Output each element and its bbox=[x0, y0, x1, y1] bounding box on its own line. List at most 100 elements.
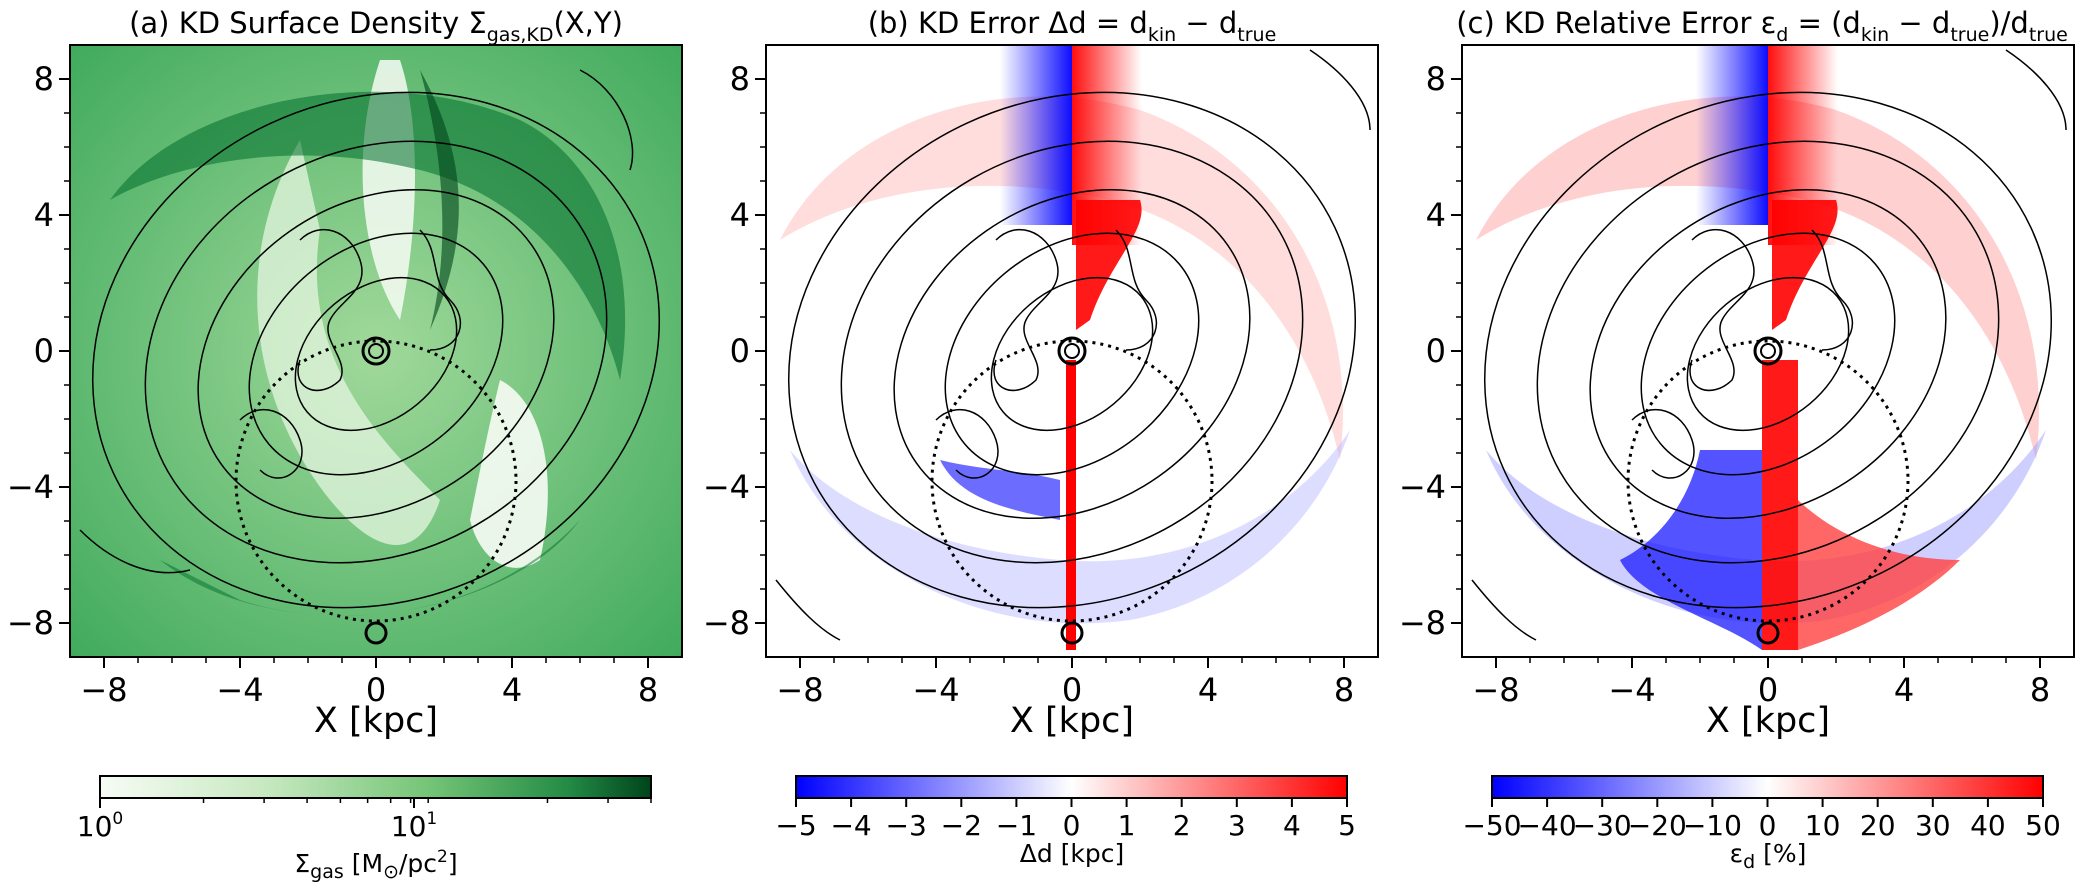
panel-c-gc-marker bbox=[1753, 336, 1783, 366]
colorbar-tick-label: −1 bbox=[996, 809, 1037, 842]
colorbar-tick-label: 0 bbox=[1063, 809, 1081, 842]
panel-a: −8 −4 0 4 8 8 4 0 −4 −8 (a) KD Surface Density Σ… bbox=[7, 6, 683, 883]
panel-b-xlabel: X [kpc] bbox=[1010, 701, 1134, 741]
panel-b-x-ticks: −8 −4 0 4 8 bbox=[776, 657, 1354, 709]
panel-a-x-ticks: −8 −4 0 4 8 bbox=[80, 657, 658, 709]
panel-b-contours bbox=[775, 49, 1371, 641]
colorbar-tick-label: 0 bbox=[1759, 809, 1777, 842]
x-tick-label: 0 bbox=[1758, 671, 1778, 709]
y-tick-label: 4 bbox=[730, 196, 750, 234]
panel-b-blue-strip bbox=[1000, 45, 1072, 225]
colorbar-tick-label: 4 bbox=[1283, 809, 1301, 842]
panel-c-red-arm bbox=[1476, 96, 2040, 460]
panel-a-gc-marker bbox=[361, 336, 391, 366]
panel-c-y-ticks: 8 4 0 −4 −8 bbox=[1399, 60, 1462, 642]
panel-a-colorbar bbox=[99, 775, 652, 799]
panel-a-contours bbox=[79, 69, 661, 609]
panel-c-title: (c) KD Relative Error εd = (dkin − dtrue… bbox=[1456, 6, 2068, 46]
panel-b-red-arm bbox=[780, 96, 1344, 460]
y-tick-label: 4 bbox=[34, 196, 54, 234]
panel-b-solar-circle bbox=[930, 339, 1214, 623]
panel-c-red-wedge bbox=[1798, 500, 1960, 650]
colorbar-tick-label: 40 bbox=[1970, 809, 2006, 842]
panel-c-blue-strip bbox=[1696, 45, 1768, 225]
colorbar-tick-label: −40 bbox=[1518, 809, 1577, 842]
panel-b-title: (b) KD Error Δd = dkin − dtrue bbox=[868, 6, 1277, 46]
panel-b-red-patch bbox=[1076, 200, 1142, 330]
panel-c-xlabel: X [kpc] bbox=[1706, 701, 1830, 741]
panel-b-colorbar-ticks: −5 −4 −3 −2 −1 0 1 2 3 4 5 bbox=[775, 798, 1356, 842]
colorbar-tick-label: 20 bbox=[1860, 809, 1896, 842]
panel-c-blue-wedge bbox=[1620, 450, 1762, 650]
x-tick-label: 4 bbox=[1894, 671, 1914, 709]
panel-a-y-ticks: 8 4 0 −4 −8 bbox=[7, 60, 70, 642]
colorbar-tick-label: −3 bbox=[886, 809, 927, 842]
x-tick-label: 4 bbox=[502, 671, 522, 709]
panel-a-colorbar-label: Σgas [M⊙/pc2] bbox=[294, 847, 457, 883]
y-tick-label: −8 bbox=[1399, 604, 1446, 642]
colorbar-tick-label: 10 bbox=[1805, 809, 1841, 842]
x-tick-label: −8 bbox=[1472, 671, 1519, 709]
panel-b-colorbar bbox=[795, 775, 1348, 799]
x-tick-label: −8 bbox=[776, 671, 823, 709]
colorbar-tick-label: 30 bbox=[1915, 809, 1951, 842]
panel-c-red-patch bbox=[1772, 200, 1838, 330]
x-tick-label: 8 bbox=[638, 671, 658, 709]
x-tick-label: 8 bbox=[1334, 671, 1354, 709]
x-tick-label: 4 bbox=[1198, 671, 1218, 709]
panel-b-red-column bbox=[1066, 360, 1076, 650]
y-tick-label: 0 bbox=[34, 332, 54, 370]
panel-b: −8 −4 0 4 8 8 4 0 −4 −8 (b) KD Error Δd = dkin −… bbox=[703, 6, 1379, 868]
panel-a-solar-circle bbox=[234, 339, 518, 623]
x-tick-label: −4 bbox=[1608, 671, 1655, 709]
panel-a-patch-light bbox=[470, 380, 548, 568]
y-tick-label: −4 bbox=[1399, 468, 1446, 506]
panel-b-blue-arm bbox=[790, 430, 1350, 624]
x-tick-label: 0 bbox=[1062, 671, 1082, 709]
y-tick-label: −8 bbox=[7, 604, 54, 642]
y-tick-label: 8 bbox=[730, 60, 750, 98]
y-tick-label: 0 bbox=[1426, 332, 1446, 370]
colorbar-tick-label: −4 bbox=[830, 809, 871, 842]
x-tick-label: 0 bbox=[366, 671, 386, 709]
panel-a-heatmap bbox=[70, 45, 682, 657]
panel-c-red-column bbox=[1762, 360, 1798, 650]
panel-a-arm-dark-3 bbox=[420, 70, 459, 330]
y-tick-label: −8 bbox=[703, 604, 750, 642]
colorbar-tick-label: 3 bbox=[1228, 809, 1246, 842]
colorbar-tick-label: −2 bbox=[941, 809, 982, 842]
panel-b-y-ticks: 8 4 0 −4 −8 bbox=[703, 60, 766, 642]
panel-a-title: (a) KD Surface Density Σgas,KD(X,Y) bbox=[129, 6, 623, 46]
x-tick-label: −4 bbox=[216, 671, 263, 709]
panel-c-gc-marker-inner bbox=[1760, 343, 1776, 359]
panel-a-arm-dark-2 bbox=[160, 520, 580, 616]
colorbar-tick-label: 2 bbox=[1173, 809, 1191, 842]
y-tick-label: 4 bbox=[1426, 196, 1446, 234]
panel-b-sun-marker bbox=[1060, 621, 1084, 645]
x-tick-label: −4 bbox=[912, 671, 959, 709]
panel-c-solar-circle bbox=[1626, 339, 1910, 623]
y-tick-label: −4 bbox=[703, 468, 750, 506]
colorbar-tick-label: −10 bbox=[1683, 809, 1742, 842]
panel-c-contours bbox=[1471, 49, 2067, 641]
colorbar-tick-label: 5 bbox=[1338, 809, 1356, 842]
panel-c-x-ticks: −8 −4 0 4 8 bbox=[1472, 657, 2050, 709]
x-tick-label: −8 bbox=[80, 671, 127, 709]
panel-a-arm-dark bbox=[110, 91, 626, 380]
panel-a-colorbar-minor-ticks bbox=[202, 798, 652, 803]
panel-c: −8 −4 0 4 8 840−4−8 (c) KD Relative Error εd… bbox=[1399, 6, 2075, 873]
panel-c-colorbar bbox=[1491, 775, 2044, 799]
panel-c-colorbar-ticks: −50−40−30−20−10 0 10 20 30 40 50 bbox=[1462, 798, 2061, 842]
panel-a-sun-marker bbox=[364, 621, 388, 645]
panel-b-gc-marker-inner bbox=[1064, 343, 1080, 359]
colorbar-tick-label: −30 bbox=[1573, 809, 1632, 842]
panel-b-colorbar-label: Δd [kpc] bbox=[1020, 839, 1125, 868]
panel-b-heatmap bbox=[766, 45, 1378, 657]
panel-a-gc-marker-inner bbox=[368, 343, 384, 359]
colorbar-tick-label: 50 bbox=[2025, 809, 2061, 842]
panel-a-cb-tick-2: 101 bbox=[391, 809, 437, 843]
panel-a-cb-tick-1: 100 bbox=[77, 809, 123, 843]
panel-c-colorbar-label: εd [%] bbox=[1730, 839, 1807, 873]
y-tick-label: 8 bbox=[1426, 60, 1446, 98]
